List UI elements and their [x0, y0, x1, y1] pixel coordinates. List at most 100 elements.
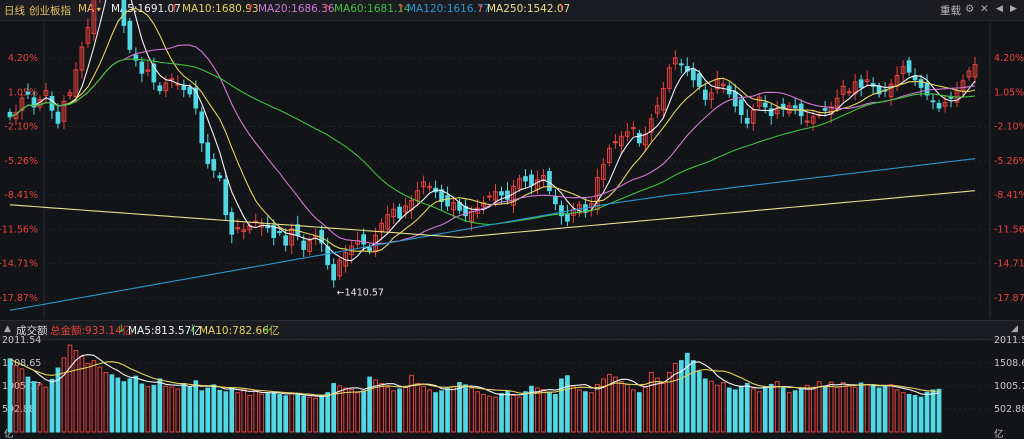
- candle-body: [511, 185, 516, 206]
- candle-body: [936, 102, 942, 109]
- volume-bar: [906, 393, 912, 433]
- volume-bar: [840, 382, 846, 433]
- candle-body: [271, 225, 277, 238]
- candle-body: [445, 195, 450, 207]
- ma250-arrow-up-icon: ↑: [557, 3, 566, 15]
- candle-body: [199, 111, 205, 144]
- candle-body: [451, 202, 456, 211]
- volume-bar: [367, 376, 372, 433]
- volume-bar: [864, 383, 870, 433]
- price-axis-tick-label: 4.20%: [8, 53, 38, 64]
- candle-body: [888, 83, 894, 97]
- candle-body: [678, 63, 684, 66]
- candle-body: [127, 20, 133, 50]
- candle-body: [553, 196, 558, 205]
- volume-bar: [858, 382, 864, 433]
- reset-button[interactable]: 重载: [940, 5, 961, 17]
- collapse-icon[interactable]: ▲: [4, 324, 11, 334]
- volume-unit-label-right: 亿: [994, 428, 1004, 439]
- indicator-select[interactable]: MA ▾: [78, 3, 101, 15]
- volume-bar: [696, 371, 702, 433]
- volume-bar: [852, 386, 858, 433]
- volume-bar: [265, 392, 271, 433]
- price-axis-tick-label: -2.10%: [4, 122, 38, 133]
- volume-axis-tick-label: 1005.77: [2, 381, 41, 392]
- volume-bar: [205, 387, 211, 433]
- price-axis-tick-label-right: -5.26%: [994, 156, 1024, 167]
- volume-bar: [445, 387, 450, 433]
- candle-body: [469, 210, 474, 223]
- close-icon[interactable]: ✕: [980, 3, 989, 15]
- period-tab[interactable]: 日线: [4, 5, 25, 17]
- volume-bar: [193, 380, 199, 433]
- volume-bar: [750, 388, 756, 433]
- candle-body: [391, 208, 396, 218]
- candle-body: [19, 97, 25, 111]
- volume-bar: [654, 377, 660, 433]
- indicator-label: MA: [78, 3, 95, 15]
- candle-body: [864, 79, 870, 82]
- volume-bar: [325, 392, 331, 433]
- volume-bar: [145, 386, 151, 433]
- next-arrow-icon[interactable]: ▶: [1010, 4, 1017, 14]
- volume-bar: [331, 383, 337, 433]
- ma60-arrow-up-icon: ↑: [397, 3, 406, 15]
- candle-body: [289, 228, 295, 246]
- candle-body: [613, 141, 618, 144]
- candle-body: [708, 92, 714, 100]
- volume-bar: [349, 388, 355, 433]
- volume-expand-icon[interactable]: ◢: [1011, 324, 1018, 334]
- volume-bar: [103, 372, 109, 433]
- volume-bar: [726, 387, 732, 433]
- price-axis-tick-label-right: -14.71%: [994, 259, 1024, 270]
- volume-bar: [517, 396, 522, 433]
- volume-bar: [277, 393, 283, 433]
- volume-bar: [828, 381, 834, 433]
- candle-body: [636, 132, 642, 144]
- volume-bar: [625, 383, 630, 433]
- candle-body: [529, 174, 534, 186]
- volume-bar: [918, 396, 924, 433]
- candle-body: [858, 79, 864, 88]
- price-axis-tick-label: -8.41%: [4, 190, 38, 201]
- volume-bar: [391, 390, 396, 433]
- candle-body: [672, 57, 678, 65]
- volume-bar: [91, 360, 97, 433]
- volume-ma10-arrow-icon: ↓: [263, 323, 272, 335]
- volume-bar: [259, 393, 265, 433]
- volume-bar: [571, 385, 576, 433]
- price-axis-tick-label-right: 1.05%: [994, 87, 1024, 98]
- candle-body: [601, 164, 606, 181]
- volume-bar: [457, 382, 462, 433]
- volume-bar: [13, 365, 19, 433]
- candle-body: [942, 102, 948, 107]
- candle-body: [684, 65, 690, 72]
- volume-bar: [37, 383, 43, 433]
- candle-body: [151, 63, 157, 83]
- volume-bar: [223, 391, 229, 433]
- candle-body: [918, 79, 924, 88]
- ma5-label: MA5:1691.07: [111, 3, 181, 15]
- volume-total: 总金额:933.14亿: [50, 325, 133, 337]
- volume-bar: [31, 381, 37, 433]
- settings-gear-icon[interactable]: ⚙: [965, 3, 975, 15]
- volume-bar: [169, 386, 175, 433]
- volume-bar: [67, 344, 73, 433]
- volume-bar: [397, 388, 402, 433]
- candle-body: [361, 234, 366, 245]
- ma10-arrow-up-icon: ↑: [246, 3, 255, 15]
- volume-bar: [607, 373, 612, 433]
- candle-body: [666, 67, 672, 89]
- candle-body: [607, 147, 612, 164]
- candle-body: [139, 61, 145, 74]
- candle-body: [421, 181, 426, 188]
- volume-bar: [702, 378, 708, 433]
- prev-arrow-icon[interactable]: ◀: [996, 4, 1003, 14]
- volume-bar: [780, 387, 786, 433]
- sector-name[interactable]: 创业板指: [29, 5, 71, 17]
- volume-bar: [912, 394, 918, 433]
- candle-body: [7, 111, 13, 118]
- volume-bar: [678, 360, 684, 433]
- volume-bar: [187, 386, 193, 433]
